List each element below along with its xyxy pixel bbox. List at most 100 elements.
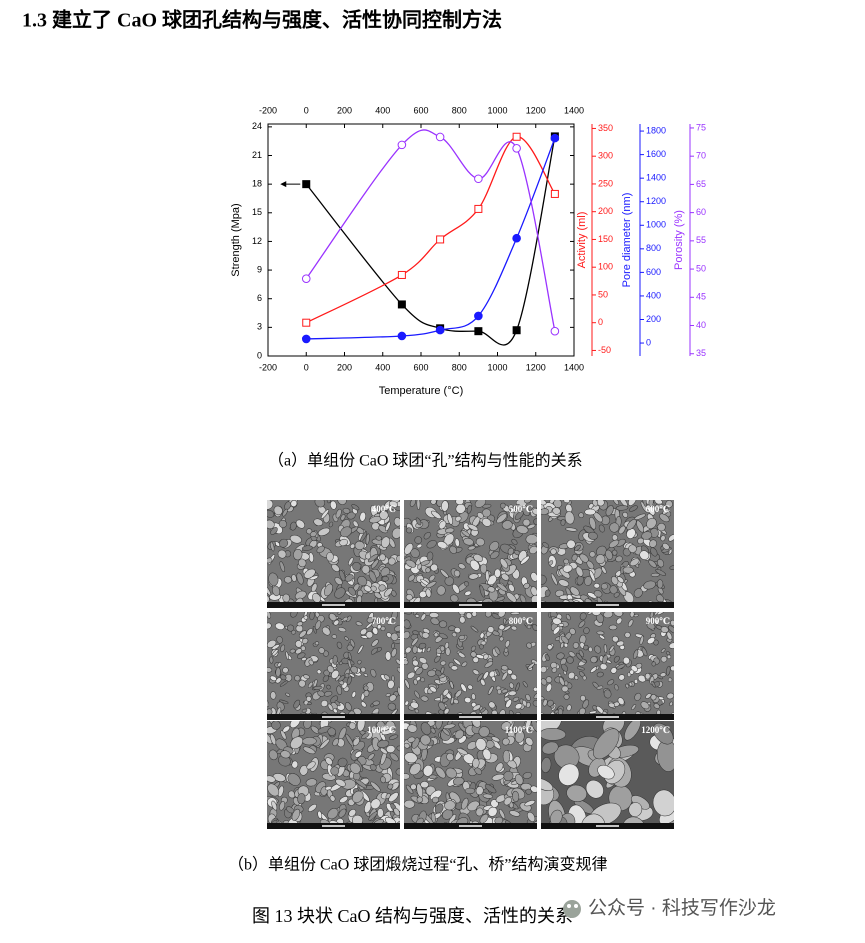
sem-grain bbox=[442, 809, 454, 820]
sem-grain bbox=[659, 513, 670, 523]
sem-grain bbox=[296, 572, 304, 585]
data-point bbox=[550, 133, 560, 143]
sem-grain bbox=[267, 783, 280, 797]
sem-grain bbox=[476, 673, 484, 682]
sem-grain bbox=[463, 537, 474, 546]
sem-grain bbox=[333, 619, 340, 626]
sem-grain bbox=[363, 685, 369, 691]
sem-grain bbox=[669, 565, 674, 570]
sem-grain bbox=[273, 505, 283, 516]
sem-grain bbox=[303, 721, 312, 729]
sem-grain bbox=[337, 500, 347, 505]
sem-grain bbox=[451, 632, 457, 638]
sem-grain bbox=[383, 587, 393, 597]
sem-grain bbox=[334, 700, 341, 707]
sem-grain bbox=[431, 510, 442, 520]
sem-grain bbox=[503, 625, 512, 631]
sem-grain bbox=[670, 619, 674, 627]
sem-grain bbox=[298, 679, 306, 688]
sem-grain bbox=[646, 622, 656, 630]
sem-grain bbox=[303, 568, 316, 579]
sem-image bbox=[541, 500, 674, 608]
sem-grain bbox=[566, 704, 572, 712]
sem-grain bbox=[376, 721, 385, 729]
sem-grain bbox=[425, 588, 432, 598]
sem-grain bbox=[414, 708, 419, 714]
sem-grain bbox=[509, 810, 521, 817]
sem-grain bbox=[499, 636, 504, 642]
sem-grain bbox=[336, 685, 343, 695]
sem-grain bbox=[406, 527, 413, 534]
sem-grain bbox=[426, 647, 431, 653]
sem-grain bbox=[470, 645, 476, 652]
sem-grain bbox=[628, 500, 637, 506]
sem-grain bbox=[285, 692, 291, 697]
sem-grain bbox=[444, 800, 456, 811]
sem-grain bbox=[525, 721, 532, 730]
sem-grain bbox=[337, 757, 348, 768]
sem-grain bbox=[560, 518, 566, 527]
sem-grain bbox=[331, 634, 337, 639]
sem-grain bbox=[279, 538, 289, 548]
sem-grain bbox=[395, 658, 400, 665]
sem-grain bbox=[381, 728, 396, 736]
y2-tick-label: 350 bbox=[598, 123, 613, 133]
sem-grain bbox=[367, 753, 375, 761]
sem-grain bbox=[396, 745, 400, 752]
y2-tick-label: 50 bbox=[598, 289, 608, 299]
sem-grain bbox=[505, 699, 512, 709]
sem-grain bbox=[666, 692, 674, 700]
sem-grain bbox=[487, 806, 498, 817]
sem-grain bbox=[567, 671, 576, 680]
sem-grain bbox=[514, 503, 521, 510]
sem-grain bbox=[477, 512, 484, 519]
y4-tick-label: 50 bbox=[696, 263, 706, 273]
sem-grain bbox=[332, 655, 338, 665]
sem-grain bbox=[434, 803, 444, 814]
sem-grain bbox=[277, 662, 282, 667]
sem-grain bbox=[522, 772, 532, 779]
sem-grain bbox=[504, 618, 511, 625]
sem-grain bbox=[376, 739, 390, 748]
sem-grain bbox=[306, 628, 313, 636]
sem-image bbox=[404, 721, 537, 829]
sem-grain bbox=[303, 674, 310, 680]
sem-grain bbox=[566, 784, 587, 802]
sem-grain bbox=[267, 612, 271, 619]
sem-grain bbox=[657, 522, 666, 532]
sem-grain bbox=[472, 656, 479, 663]
sem-grain bbox=[363, 690, 370, 697]
y3-tick-label: 800 bbox=[646, 243, 661, 253]
sem-grain bbox=[275, 622, 285, 630]
sem-grain bbox=[617, 576, 624, 583]
sem-grain bbox=[622, 511, 629, 518]
y3-tick-label: 200 bbox=[646, 314, 661, 324]
sem-grain bbox=[482, 671, 489, 680]
sem-grain bbox=[368, 811, 378, 821]
sem-grain bbox=[622, 656, 630, 665]
sem-grain bbox=[522, 518, 531, 527]
data-point bbox=[435, 132, 445, 142]
sem-grain bbox=[390, 632, 399, 641]
sem-grain bbox=[331, 564, 340, 572]
sem-grain bbox=[385, 693, 391, 697]
sem-grain bbox=[308, 659, 314, 666]
y3-tick-label: 1200 bbox=[646, 196, 666, 206]
sem-grain bbox=[410, 783, 417, 791]
data-point bbox=[474, 174, 483, 184]
data-point bbox=[550, 189, 559, 198]
sem-grain bbox=[504, 647, 509, 653]
sem-grain bbox=[344, 702, 352, 711]
data-point bbox=[436, 235, 445, 244]
sem-grain bbox=[272, 585, 280, 597]
x-tick-label: 1000 bbox=[487, 362, 507, 372]
sem-grain bbox=[337, 627, 347, 633]
sem-grain bbox=[490, 551, 500, 560]
sem-grain bbox=[483, 653, 489, 660]
sem-grain bbox=[532, 624, 537, 631]
sem-grain bbox=[420, 734, 431, 746]
sem-grain bbox=[351, 504, 360, 511]
sem-grain bbox=[302, 737, 317, 746]
sem-grain bbox=[633, 588, 643, 598]
sem-grain bbox=[629, 612, 635, 618]
